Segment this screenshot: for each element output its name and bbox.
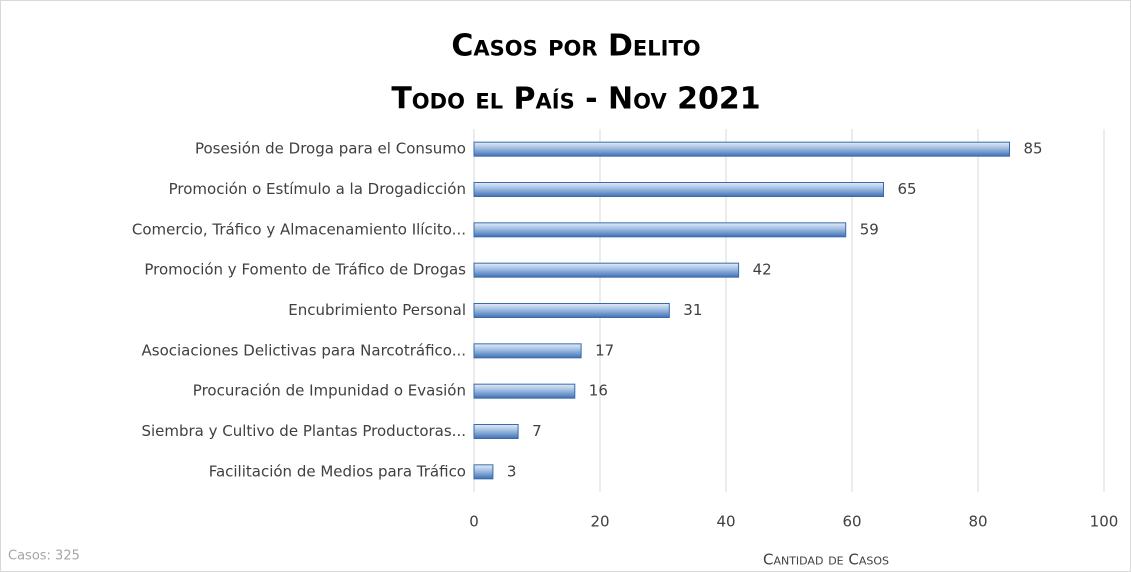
bar	[473, 464, 494, 480]
data-label: 7	[532, 422, 542, 440]
y-tick-label: Procuración de Impunidad o Evasión	[193, 382, 466, 400]
data-label: 85	[1024, 140, 1043, 158]
bar	[473, 141, 1010, 157]
y-tick-label: Posesión de Droga para el Consumo	[195, 140, 466, 158]
data-label: 3	[507, 462, 517, 480]
data-label: 65	[898, 180, 917, 198]
bar	[473, 222, 847, 238]
data-label: 16	[589, 382, 608, 400]
x-tick-label: 40	[716, 513, 735, 531]
y-tick-label: Promoción y Fomento de Tráfico de Drogas	[144, 261, 466, 279]
x-tick-label: 0	[469, 513, 479, 531]
bar	[473, 182, 884, 197]
x-tick-label: 80	[968, 513, 987, 531]
x-tick-label: 20	[590, 513, 609, 531]
y-tick-label: Facilitación de Medios para Tráfico	[209, 462, 466, 480]
data-label: 59	[860, 220, 879, 238]
chart-title: Casos por Delito	[451, 29, 700, 64]
bar	[473, 343, 582, 359]
y-tick-label: Encubrimiento Personal	[288, 301, 466, 319]
y-tick-label: Promoción o Estímulo a la Drogadicción	[169, 180, 466, 198]
data-label: 31	[683, 301, 702, 319]
data-label: 42	[753, 261, 772, 279]
annotation: Casos: 325	[8, 549, 80, 564]
bar	[473, 262, 740, 278]
y-tick-label: Asociaciones Delictivas para Narcotráfic…	[142, 341, 467, 359]
x-tick-label: 100	[1090, 513, 1119, 531]
y-tick-label: Comercio, Tráfico y Almacenamiento Ilíci…	[132, 220, 466, 238]
x-tick-label: 60	[842, 513, 861, 531]
bar	[473, 424, 519, 439]
chart-subtitle: Todo el País - Nov 2021	[391, 82, 760, 117]
bar	[473, 383, 576, 399]
bar	[473, 303, 670, 318]
y-tick-label: Siembra y Cultivo de Plantas Productoras…	[141, 422, 466, 440]
data-label: 17	[595, 341, 614, 359]
x-axis-title: Cantidad de Casos	[763, 551, 889, 569]
